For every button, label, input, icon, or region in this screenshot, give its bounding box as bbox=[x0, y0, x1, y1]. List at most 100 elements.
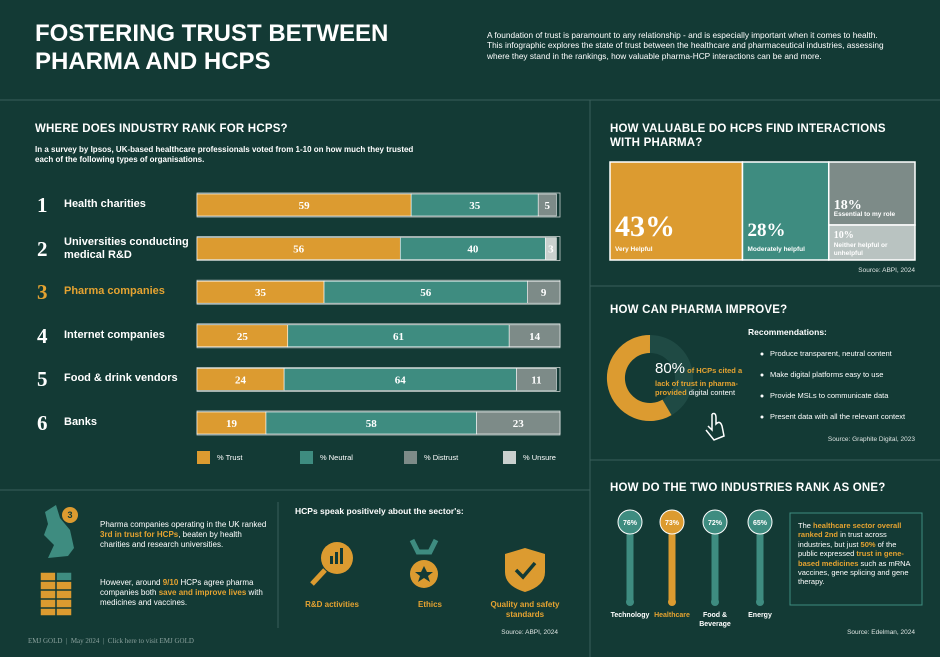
row-label: Banks bbox=[64, 416, 98, 428]
value-label: 56 bbox=[293, 244, 305, 256]
value-label: 11 bbox=[531, 374, 541, 386]
icon-quality bbox=[505, 548, 545, 592]
bar-segment bbox=[516, 368, 557, 391]
legend-swatch bbox=[404, 451, 417, 464]
heading: HOW DO THE TWO INDUSTRIES RANK AS ONE? bbox=[610, 482, 886, 494]
treemap-label: Very Helpful bbox=[615, 246, 653, 253]
title: FOSTERING TRUST BETWEEN PHARMA AND HCPS bbox=[35, 20, 389, 76]
text: such as mRNA vaccines, gene splicing and… bbox=[798, 558, 911, 587]
value-label: 5 bbox=[545, 200, 551, 212]
rank: 1 bbox=[37, 193, 48, 217]
legend-swatch bbox=[197, 451, 210, 464]
industry-name: Healthcare bbox=[654, 612, 690, 619]
value-label: 3 bbox=[548, 244, 554, 256]
highlight-text: of HCPs cited a lack of trust in pharma-… bbox=[655, 366, 743, 398]
positive-heading: HCPs speak positively about the sector's… bbox=[295, 506, 464, 516]
score: 73% bbox=[665, 520, 680, 527]
note-box bbox=[789, 512, 923, 606]
recommendation: Present data with all the relevant conte… bbox=[770, 412, 906, 421]
treemap-value: 43% bbox=[615, 210, 675, 243]
uk-map bbox=[44, 505, 74, 558]
value-label: 23 bbox=[513, 418, 525, 430]
highlight-text: 9/10 bbox=[162, 578, 179, 587]
treemap-label: Moderately helpful bbox=[747, 246, 805, 253]
text: with medicines and vaccines. bbox=[100, 588, 263, 607]
value-label: 59 bbox=[299, 200, 311, 212]
bar-segment bbox=[527, 280, 561, 304]
intro: In a survey by Ipsos, UK-based healthcar… bbox=[35, 145, 414, 164]
treemap-value: 18% bbox=[833, 198, 862, 213]
source: Source: Graphite Digital, 2023 bbox=[827, 436, 915, 443]
score-circle bbox=[747, 509, 773, 535]
value-label: 35 bbox=[469, 200, 481, 212]
recommendation: Make digital platforms easy to use bbox=[770, 370, 884, 379]
legend-label: % Unsure bbox=[523, 453, 556, 462]
industry-name: Food & Beverage bbox=[699, 612, 731, 628]
icon-rd bbox=[310, 542, 353, 586]
value-label: 25 bbox=[237, 331, 249, 343]
bar-segment bbox=[545, 237, 557, 260]
heading: HOW CAN PHARMA IMPROVE? bbox=[610, 304, 788, 316]
recommendation: Produce transparent, neutral content bbox=[770, 349, 892, 358]
row-label: Health charities bbox=[64, 198, 146, 210]
stat: 80% of HCPs cited a lack of trust in pha… bbox=[655, 360, 745, 398]
highlight-text: 50% bbox=[860, 539, 876, 549]
bullet bbox=[760, 415, 764, 419]
value-label: 9 bbox=[541, 287, 547, 299]
bullet bbox=[760, 394, 764, 398]
rank: 3 bbox=[37, 280, 48, 305]
uk-text: Pharma companies operating in the UK ran… bbox=[100, 520, 270, 550]
row-label: Food & drink vendors bbox=[64, 372, 178, 385]
score-circle bbox=[702, 509, 728, 535]
icon-ethics bbox=[409, 538, 439, 588]
legend-swatch bbox=[300, 451, 313, 464]
rank: 6 bbox=[37, 411, 48, 435]
treemap-label: Essential to my role bbox=[833, 211, 896, 218]
value-label: 40 bbox=[467, 244, 479, 256]
value-label: 19 bbox=[226, 418, 238, 430]
donut-arc bbox=[606, 334, 672, 421]
uk-text: However, around 9/10 HCPs agree pharma c… bbox=[100, 578, 270, 608]
legend-swatch bbox=[503, 451, 516, 464]
hand-icon bbox=[705, 412, 725, 441]
icon-label: Quality and safety standards bbox=[490, 600, 560, 619]
text: The bbox=[798, 521, 814, 530]
treemap-cell bbox=[741, 161, 830, 261]
rank: 5 bbox=[37, 367, 48, 392]
heading: WHERE DOES INDUSTRY RANK FOR HCPS? bbox=[35, 123, 288, 135]
bar-segment bbox=[476, 411, 561, 435]
legend-label: % Trust bbox=[217, 453, 243, 462]
row-label: Universities conducting medical R&D bbox=[64, 235, 189, 262]
badge-text: 3 bbox=[67, 510, 73, 520]
legend-label: % Distrust bbox=[424, 453, 459, 462]
bullet bbox=[760, 373, 764, 377]
text: However, around bbox=[100, 578, 163, 587]
row-label: Internet companies bbox=[64, 328, 165, 341]
text: HCPs agree pharma companies both bbox=[100, 578, 254, 597]
text: Pharma companies operating in the UK ran… bbox=[100, 520, 267, 529]
score: 65% bbox=[753, 520, 768, 527]
stick-base bbox=[626, 598, 634, 606]
stick-base bbox=[756, 598, 764, 606]
stick-base bbox=[668, 598, 676, 606]
row-label: Pharma companies bbox=[64, 285, 165, 298]
text: , beaten by health charities and researc… bbox=[100, 530, 242, 549]
source: Source: ABPI, 2024 bbox=[858, 267, 915, 274]
text: in trust across industries, but just bbox=[798, 530, 887, 549]
value-label: 64 bbox=[395, 374, 407, 386]
value-label: 56 bbox=[420, 287, 432, 299]
text: 80% bbox=[655, 360, 686, 377]
recommendation: Provide MSLs to communicate data bbox=[770, 391, 889, 400]
dividers bbox=[0, 99, 940, 657]
bar-segment bbox=[537, 193, 557, 217]
rec-title: Recommendations: bbox=[748, 327, 827, 337]
industry-name: Energy bbox=[748, 612, 772, 619]
rank: 4 bbox=[37, 323, 48, 348]
note: The healthcare sector overall ranked 2nd… bbox=[798, 521, 916, 587]
treemap-label: Neither helpful or unhelpful bbox=[833, 242, 888, 258]
bars-icon bbox=[39, 571, 73, 617]
highlight-text: save and improve lives bbox=[158, 588, 247, 597]
treemap-cell bbox=[827, 161, 916, 226]
text: of the public expressed bbox=[798, 539, 897, 559]
